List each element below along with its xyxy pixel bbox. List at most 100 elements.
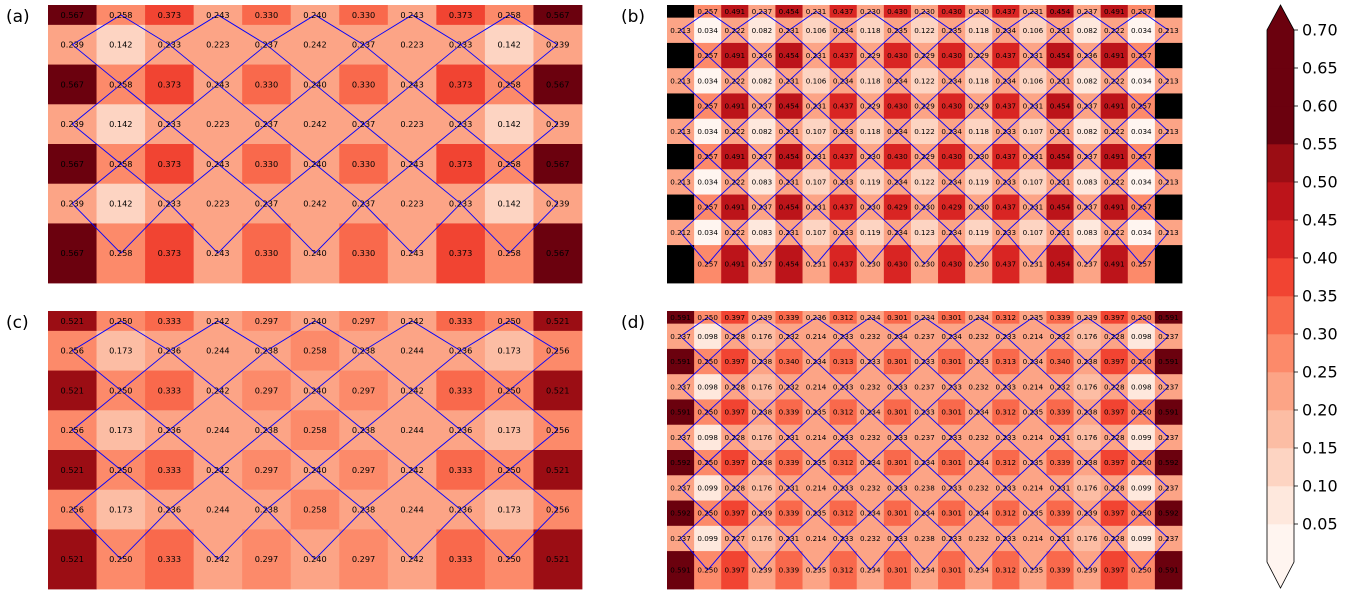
panel-d-cell-r5-c7 — [856, 424, 885, 451]
panel-d-diagonal-r6-c10 — [951, 462, 980, 489]
panel-d-value-label: 0.228 — [1104, 534, 1125, 543]
panel-b-value-label: 0.437 — [996, 152, 1017, 161]
panel-b-value-label: 0.230 — [860, 152, 881, 161]
panel-c-cell-r2-c6 — [339, 370, 389, 411]
panel-d-value-label: 0.250 — [697, 313, 718, 322]
panel-d-diagonal-r2-c10 — [951, 361, 980, 388]
panel-b-cell-r8-c16 — [1100, 194, 1129, 221]
panel-c-diagonal-r0-c1 — [120, 320, 170, 352]
panel-c-diagonal-r4-c1 — [120, 469, 170, 510]
panel-a-diagonal-r3-c1 — [120, 123, 170, 165]
panel-b-diagonal-r0-c1 — [707, 10, 736, 31]
panel-d-cell-r10-c9 — [910, 551, 939, 590]
panel-d-cell-r4-c16 — [1100, 399, 1129, 426]
panel-c-value-label: 0.173 — [109, 505, 132, 515]
panel-d-diagonal-r7-c5 — [815, 487, 844, 514]
panel-a-value-label: 0.240 — [303, 10, 326, 20]
panel-a-value-label: 0.567 — [546, 79, 569, 89]
panel-d-value-label: 0.339 — [779, 458, 800, 467]
panel-a-cell-r1-c5 — [290, 24, 340, 65]
panel-b-diagonal-r3-c17 — [1141, 80, 1169, 107]
panel-a-value-label: 0.239 — [546, 119, 569, 129]
panel-a-value-label: 0.142 — [497, 119, 520, 129]
panel-d-cell-r4-c12 — [992, 399, 1020, 426]
panel-d-cell-r8-c2 — [721, 500, 749, 527]
panel-d-value-label: 0.238 — [914, 483, 935, 492]
panel-a-diagonal-r4-c6 — [363, 163, 413, 204]
panel-d-value-label: 0.234 — [806, 357, 827, 366]
panel-b-cell-r3-c1 — [694, 68, 722, 94]
panel-d-value-label: 0.176 — [1077, 382, 1098, 391]
panel-b-value-label: 0.437 — [996, 203, 1017, 212]
panel-b-value-label: 0.231 — [1050, 177, 1071, 186]
panel-d-cell-r5-c11 — [965, 424, 993, 451]
panel-d-value-label: 0.339 — [1050, 408, 1071, 417]
panel-a-value-label: 0.237 — [352, 119, 375, 129]
panel-a-value-label: 0.330 — [352, 10, 375, 20]
panel-b-cell-r9-c11 — [965, 219, 993, 246]
panel-b-value-label: 0.234 — [996, 26, 1017, 35]
panel-d-cell-r1-c3 — [748, 323, 776, 350]
panel-a-diagonal-r0-c6 — [363, 14, 413, 46]
panel-b-diagonal-r4-c16 — [1113, 105, 1142, 132]
panel-b-diagonal-r1-c13 — [1032, 29, 1061, 56]
panel-b-cell-r2-c0 — [667, 42, 695, 69]
panel-d-value-label: 0.591 — [670, 357, 691, 366]
panel-d-value-label: 0.312 — [996, 458, 1017, 467]
panel-b-diagonal-r7-c5 — [815, 181, 844, 208]
panel-b-cell-r10-c14 — [1046, 245, 1074, 284]
panel-d-diagonal-r3-c14 — [1059, 386, 1088, 413]
panel-a-diagonal-r5-c7 — [411, 203, 461, 254]
panel-a-value-label: 0.233 — [158, 40, 181, 50]
panel-d-diagonal-r2-c5 — [815, 361, 844, 388]
panel-c-value-label: 0.521 — [61, 316, 84, 326]
panel-a-value-label: 0.330 — [255, 79, 278, 89]
panel-d-diagonal-r2-c12 — [1005, 361, 1034, 388]
panel-b-value-label: 0.122 — [914, 127, 935, 136]
colorbar-tick-label: 0.20 — [1302, 401, 1338, 420]
panel-a-value-label: 0.258 — [497, 79, 520, 89]
panel-a-cell-r5-c9 — [484, 183, 534, 224]
panel-d-cell-r1-c7 — [856, 323, 885, 350]
panel-a-diagonal-r1-c0 — [71, 44, 122, 85]
panel-d-cell-r0-c18 — [1154, 311, 1183, 325]
panel-d-diagonal-r7-c16 — [1113, 487, 1142, 514]
panel-b-value-label: 0.257 — [697, 51, 718, 60]
panel-b-cell-r7-c7 — [856, 169, 885, 195]
panel-d-value-label: 0.591 — [1158, 408, 1179, 417]
panel-a-cell-r6-c9 — [484, 223, 534, 284]
panel-a-diagonal-r5-c1 — [120, 203, 170, 254]
panel-d-diagonal-r2-c6 — [842, 361, 871, 388]
panel-d-diagonal-r6-c14 — [1059, 462, 1088, 489]
panel-b-value-label: 0.437 — [996, 7, 1017, 16]
panel-b-cell-r6-c0 — [667, 144, 695, 170]
panel-d-value-label: 0.313 — [833, 357, 854, 366]
panel-a-diagonal-r1-c5 — [314, 44, 364, 85]
panel-a-diagonal-r1-c6 — [363, 44, 413, 85]
colorbar-bin-1 — [1267, 486, 1294, 525]
panel-d-diagonal-r4-c13 — [1032, 411, 1061, 438]
panel-c-cell-r2-c10 — [533, 370, 583, 411]
panel-c-diagonal-r2-c1 — [120, 390, 170, 431]
panel-d-value-label: 0.312 — [833, 408, 854, 417]
panel-b-diagonal-r9-c14 — [1059, 232, 1088, 265]
panel-b-value-label: 0.229 — [860, 102, 881, 111]
panel-b-diagonal-r5-c2 — [734, 131, 763, 157]
panel-d-value-label: 0.236 — [806, 313, 827, 322]
panel-d-value-label: 0.233 — [941, 534, 962, 543]
panel-c-value-label: 0.244 — [400, 425, 423, 435]
colorbar-tick-label: 0.40 — [1302, 249, 1338, 268]
panel-b-cell-r4-c18 — [1154, 93, 1183, 120]
panel-d-diagonal-r5-c11 — [978, 437, 1007, 463]
panel-d-value-label: 0.176 — [752, 483, 773, 492]
panel-a-cell-r5-c3 — [193, 183, 243, 224]
panel-d-cell-r3-c7 — [856, 374, 885, 400]
panel-a-diagonal-r3-c2 — [169, 123, 219, 165]
panel-d-cell-r8-c18 — [1154, 500, 1183, 527]
panel-a-diagonal-r4-c4 — [266, 163, 316, 204]
panel-d-diagonal-r3-c17 — [1141, 386, 1169, 413]
panel-b-diagonal-r1-c5 — [815, 29, 844, 56]
panel-d-cell-r3-c1 — [694, 374, 722, 400]
panel-a-diagonal-r4-c2 — [169, 163, 219, 204]
panel-c-cell-r1-c5 — [290, 330, 340, 371]
